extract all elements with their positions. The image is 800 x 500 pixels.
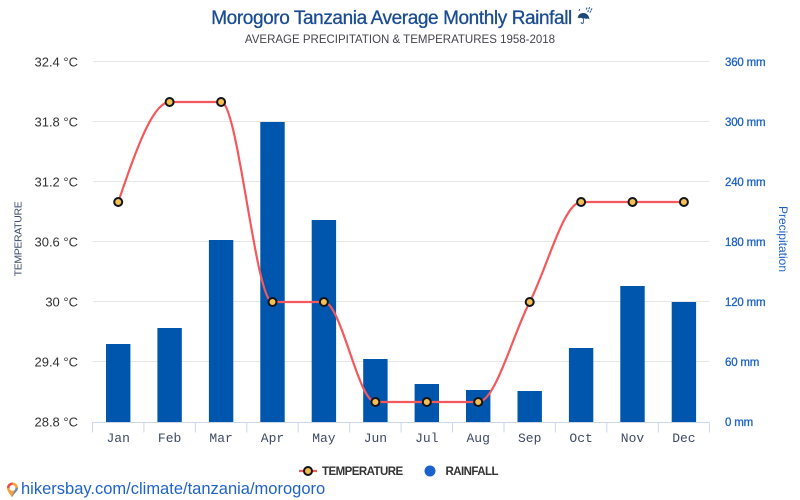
svg-text:Precipitation: Precipitation (776, 206, 790, 272)
svg-text:Jun: Jun (364, 431, 387, 446)
svg-text:TEMPERATURE: TEMPERATURE (13, 201, 25, 276)
svg-text:RAINFALL: RAINFALL (446, 466, 499, 478)
svg-text:29.4 °C: 29.4 °C (34, 355, 78, 370)
svg-text:30.6 °C: 30.6 °C (34, 235, 78, 250)
svg-text:Dec: Dec (672, 431, 695, 446)
svg-text:Aug: Aug (466, 431, 489, 446)
svg-text:Sep: Sep (518, 431, 541, 446)
svg-text:31.2 °C: 31.2 °C (34, 175, 78, 190)
svg-text:Nov: Nov (621, 431, 645, 446)
svg-text:Mar: Mar (209, 431, 232, 446)
svg-text:120 mm: 120 mm (725, 297, 765, 309)
svg-text:32.4 °C: 32.4 °C (34, 55, 78, 70)
svg-text:0 mm: 0 mm (725, 417, 753, 429)
svg-text:60 mm: 60 mm (725, 357, 759, 369)
svg-text:360 mm: 360 mm (725, 57, 765, 69)
svg-text:Jul: Jul (415, 431, 439, 446)
svg-text:May: May (312, 431, 336, 446)
svg-text:Jan: Jan (106, 431, 129, 446)
svg-text:30 °C: 30 °C (45, 295, 78, 310)
svg-text:31.8 °C: 31.8 °C (34, 115, 78, 130)
svg-text:180 mm: 180 mm (725, 237, 765, 249)
svg-text:Oct: Oct (569, 431, 592, 446)
svg-text:240 mm: 240 mm (725, 177, 765, 189)
svg-text:Feb: Feb (158, 431, 181, 446)
svg-text:Apr: Apr (261, 431, 284, 446)
svg-text:28.8 °C: 28.8 °C (34, 415, 78, 430)
svg-text:300 mm: 300 mm (725, 117, 765, 129)
svg-text:TEMPERATURE: TEMPERATURE (322, 466, 404, 478)
